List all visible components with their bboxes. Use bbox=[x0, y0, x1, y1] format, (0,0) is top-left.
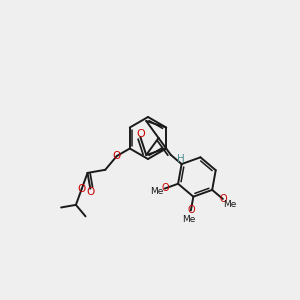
Text: Me: Me bbox=[223, 200, 236, 209]
Text: O: O bbox=[136, 129, 145, 139]
Text: O: O bbox=[219, 194, 227, 204]
Text: O: O bbox=[113, 151, 121, 161]
Text: O: O bbox=[161, 184, 169, 194]
Text: O: O bbox=[78, 184, 86, 194]
Text: Me: Me bbox=[150, 187, 163, 196]
Text: O: O bbox=[187, 206, 195, 215]
Text: O: O bbox=[86, 187, 94, 197]
Text: Me: Me bbox=[183, 215, 196, 224]
Text: H: H bbox=[177, 154, 185, 164]
